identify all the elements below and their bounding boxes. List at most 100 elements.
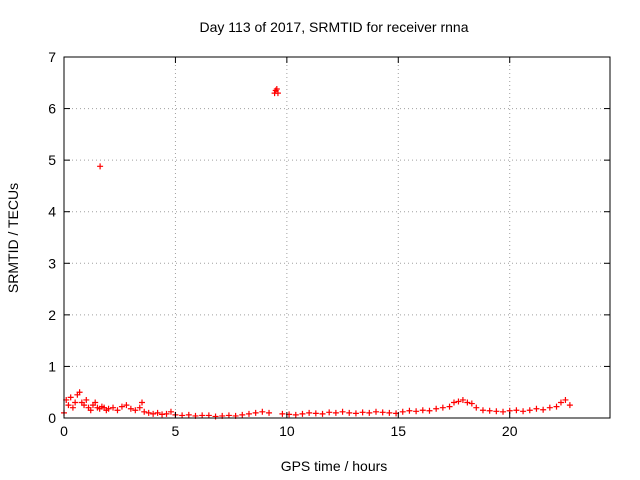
data-point [199,412,206,419]
data-point [479,407,486,414]
data-point [379,409,386,416]
data-point [526,407,533,414]
data-point [446,403,453,410]
data-point [406,407,413,414]
data-point [114,407,121,414]
data-point [123,402,130,409]
data-point [274,90,281,97]
chart-title: Day 113 of 2017, SRMTID for receiver rnn… [200,19,469,35]
data-point [127,405,134,412]
data-point [326,409,333,416]
data-point [373,408,379,415]
y-tick-label: 7 [48,49,56,65]
data-point [439,404,446,411]
data-point [493,408,500,415]
data-point [205,412,212,419]
y-tick-label: 4 [48,204,56,220]
data-point [154,409,161,416]
data-point [139,399,145,406]
data-point [145,409,152,416]
data-point [273,85,280,92]
data-point [386,409,393,416]
data-point [339,408,346,415]
data-point [433,405,440,412]
data-point [486,407,493,414]
data-point [473,404,480,411]
data-point [69,404,76,411]
data-point [212,413,219,420]
data-point [266,409,273,416]
data-point [352,410,359,417]
data-point [319,410,326,417]
data-point [81,402,88,409]
data-point [105,405,112,412]
data-point [346,409,353,416]
data-point [451,399,457,406]
y-tick-label: 6 [48,101,56,117]
data-point [279,410,286,417]
data-point [76,389,83,396]
x-tick-label: 15 [390,423,406,439]
data-point [110,404,117,411]
data-point [185,411,192,418]
data-point [562,396,569,403]
data-point [259,408,266,415]
axis-ticks: 0 5 10 15 20 0 1 2 3 4 5 6 7 [48,49,610,439]
data-point [65,402,72,409]
data-point [553,403,560,410]
data-point [359,409,366,416]
y-tick-label: 3 [48,255,56,271]
data-point [163,410,170,417]
x-tick-label: 5 [172,423,180,439]
data-point [239,411,246,418]
data-point [312,410,319,417]
data-point [252,409,259,416]
x-tick-label: 0 [60,423,68,439]
x-axis-label: GPS time / hours [281,458,388,474]
data-point [455,398,462,405]
y-tick-label: 0 [48,410,56,426]
data-point [245,410,252,417]
x-tick-label: 10 [279,423,295,439]
data-point [520,408,527,415]
data-point [136,404,143,411]
y-tick-label: 1 [48,358,56,374]
data-point [366,409,373,416]
data-point [97,163,104,170]
data-point [566,402,573,409]
data-point [468,400,475,407]
data-point [513,407,520,414]
data-point [150,410,157,417]
data-series-srmtid [61,85,573,420]
x-tick-label: 20 [502,423,518,439]
data-point [167,408,174,415]
data-point [132,407,139,414]
data-point [332,409,339,416]
data-point [306,409,313,416]
data-point [533,405,540,412]
y-axis-label: SRMTID / TECUs [5,183,21,293]
data-point [464,399,471,406]
data-point [225,412,232,419]
y-tick-label: 2 [48,307,56,323]
grid-lines [64,57,610,418]
data-point [83,396,90,403]
data-point [426,407,433,414]
data-point [92,399,99,406]
data-point [141,408,148,415]
plot-frame [63,56,611,419]
data-point [557,399,564,406]
data-point [179,412,186,419]
data-point [500,408,507,415]
data-point [540,406,547,413]
data-point [67,394,74,401]
data-point [419,407,426,414]
data-point [292,411,299,418]
data-point [399,408,406,415]
data-point [546,404,553,411]
data-point [459,396,466,403]
data-point [72,399,79,406]
data-point [118,403,125,410]
y-tick-label: 5 [48,152,56,168]
